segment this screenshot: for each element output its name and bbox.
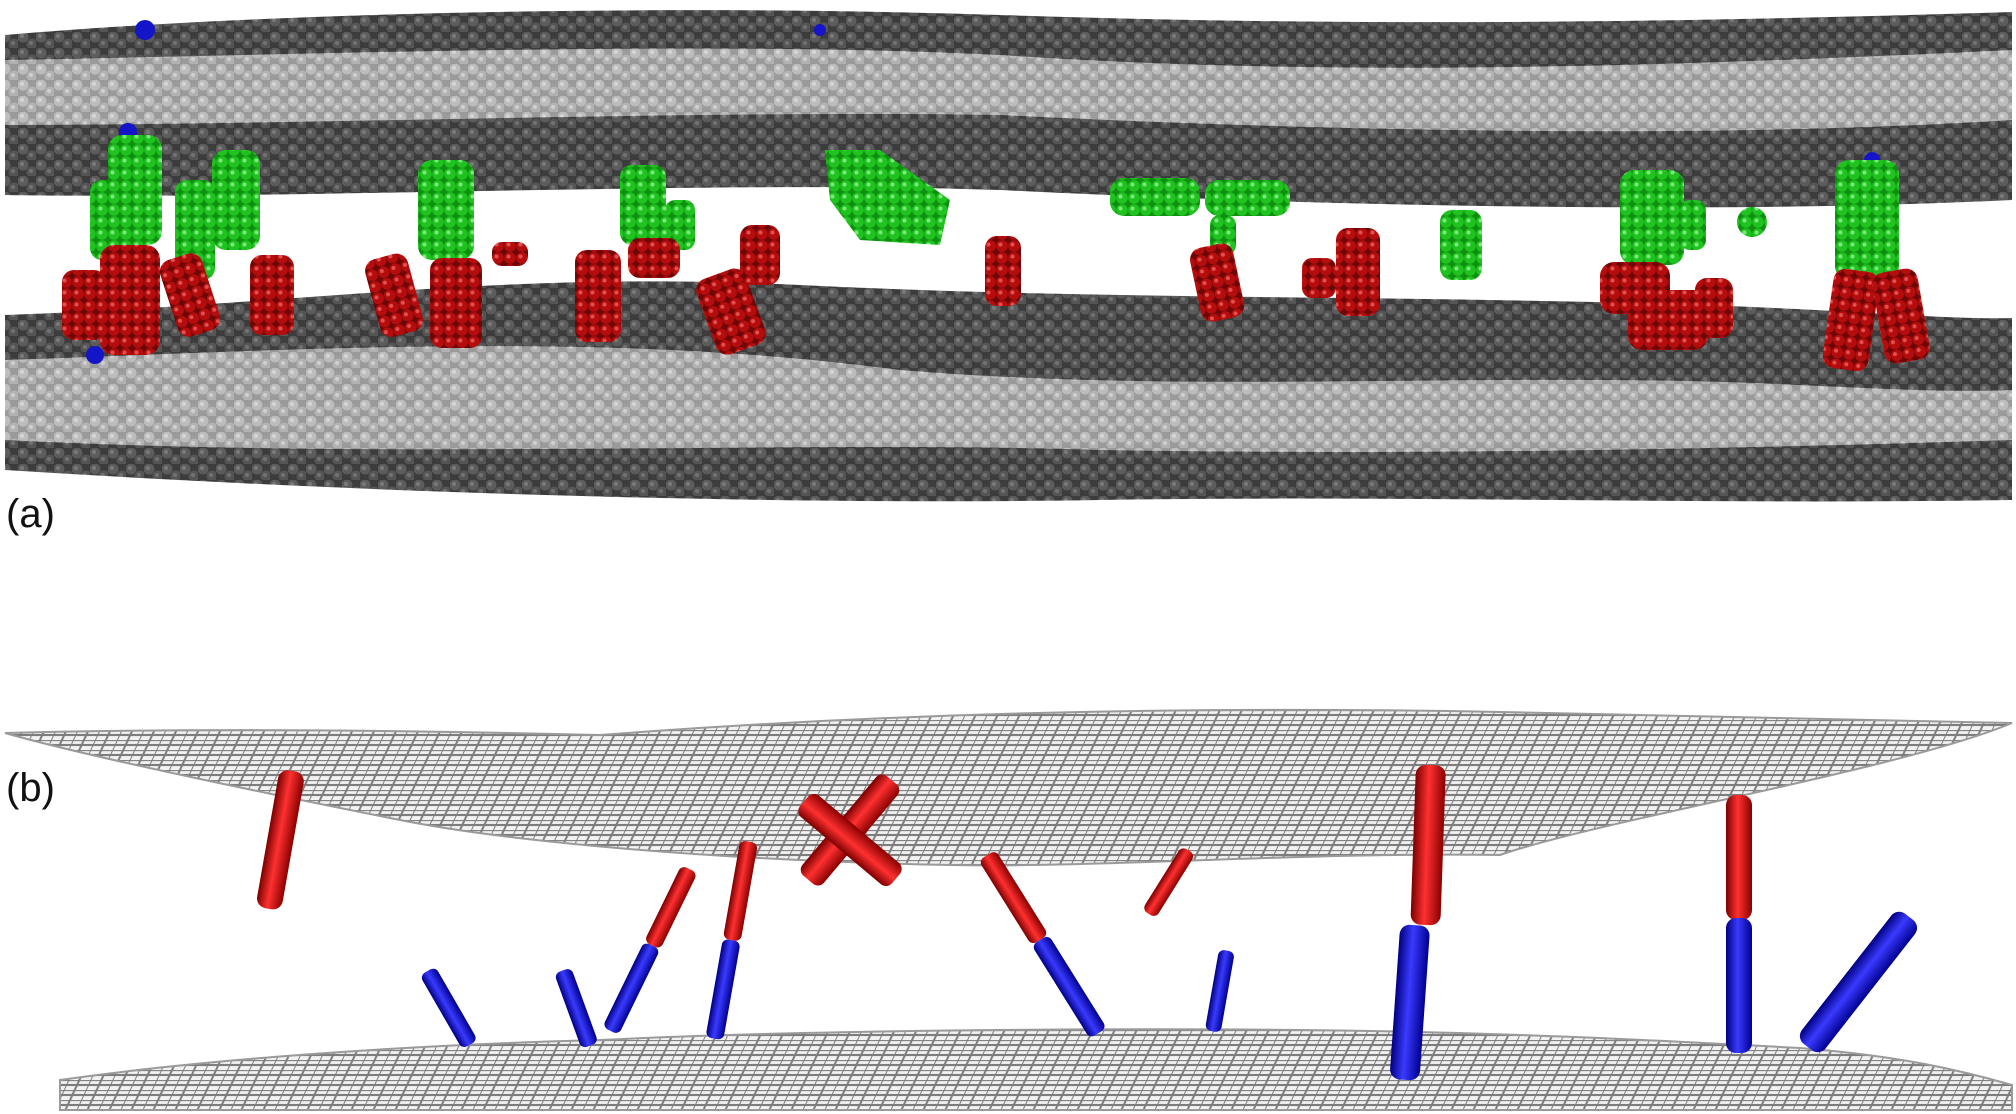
red-segment <box>575 250 621 342</box>
red-blue-rod <box>602 865 697 1035</box>
blue-rod <box>554 967 598 1048</box>
red-segment <box>628 238 680 278</box>
red-blue-rod <box>706 840 758 1040</box>
panel-a-label: (a) <box>6 494 55 534</box>
red-segment <box>62 270 106 340</box>
panel-a-simulation-render <box>5 10 2012 501</box>
green-segment <box>212 150 260 250</box>
red-segment <box>430 258 482 348</box>
red-blue-rod <box>979 850 1107 1039</box>
green-segment <box>1737 207 1767 237</box>
red-segment <box>100 245 160 355</box>
red-segment <box>740 225 780 285</box>
red-rod <box>1410 765 1446 926</box>
green-segment <box>1110 178 1200 216</box>
blue-bead <box>135 20 155 40</box>
green-segment <box>1835 160 1899 280</box>
red-segment <box>985 236 1021 306</box>
blue-rod <box>1796 908 1921 1056</box>
blue-rod <box>1205 949 1235 1033</box>
red-segment <box>1695 278 1733 338</box>
blue-bead <box>814 24 826 36</box>
red-segment <box>250 255 294 335</box>
red-rod <box>1726 795 1752 920</box>
red-segment <box>1336 228 1380 316</box>
panel-b-label: (b) <box>6 768 55 808</box>
blue-bead <box>86 346 104 364</box>
lower-mesh-surface <box>60 1029 2012 1110</box>
upper-mesh-surface <box>5 710 2012 866</box>
green-segment <box>1620 170 1684 265</box>
red-segment <box>1302 258 1336 298</box>
green-segment <box>1205 180 1290 216</box>
blue-rod <box>420 967 478 1050</box>
green-segment <box>418 160 474 260</box>
green-segment <box>620 165 666 245</box>
panel-b-mesh-render <box>5 710 2012 1110</box>
blue-rod <box>1726 918 1752 1053</box>
red-segment <box>492 242 528 266</box>
green-segment <box>1440 210 1482 280</box>
green-segment <box>1680 200 1706 250</box>
